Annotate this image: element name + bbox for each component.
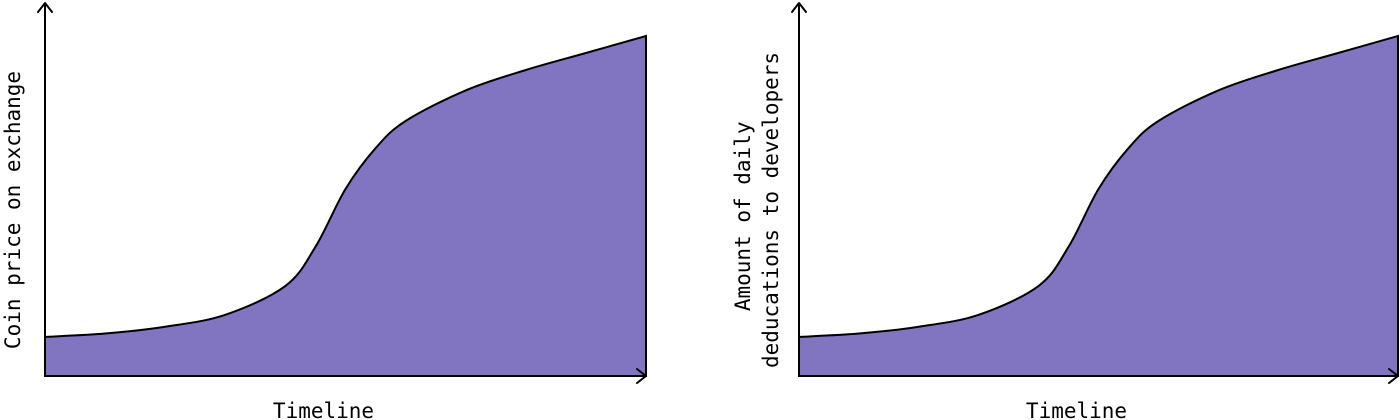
- x-axis-label: Timeline: [273, 399, 374, 420]
- chart-coin-price: Timeline Coin price on exchange: [1, 2, 647, 420]
- y-axis-arrow-icon: [37, 2, 53, 13]
- y-axis-label-line-2: deducations to developers: [759, 52, 783, 368]
- y-axis-label: Coin price on exchange: [1, 71, 25, 349]
- y-axis-label-line-1: Coin price on exchange: [1, 71, 25, 349]
- chart-daily-deductions: Timeline Amount of daily deducations to …: [731, 2, 1399, 420]
- x-axis-label: Timeline: [1026, 399, 1127, 420]
- x-axis-arrow-icon: [636, 368, 647, 384]
- y-axis-arrow-icon: [791, 2, 807, 13]
- area-series-coin-price: [44, 34, 647, 377]
- y-axis-label-line-1: Amount of daily: [731, 122, 755, 312]
- x-axis-arrow-icon: [1388, 368, 1399, 384]
- area-series-daily-deductions: [798, 34, 1399, 377]
- y-axis-label: Amount of daily deducations to developer…: [731, 52, 783, 368]
